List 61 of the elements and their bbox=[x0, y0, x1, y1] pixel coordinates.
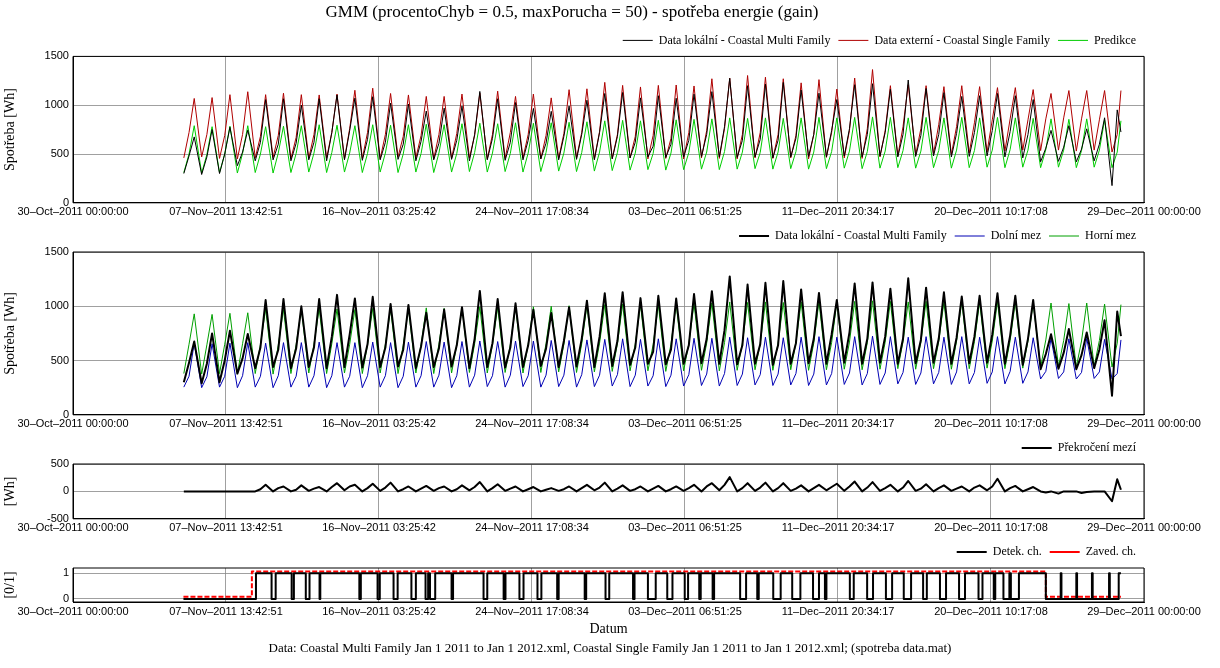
x-tick-label: 30–Oct–2011 00:00:00 bbox=[17, 604, 129, 617]
x-tick-label: 03–Dec–2011 06:51:25 bbox=[628, 521, 742, 534]
y-axis-title: Spotřeba [Wh] bbox=[2, 88, 18, 172]
y-axis-title: [0/1] bbox=[2, 571, 18, 599]
x-tick-label: 16–Nov–2011 03:25:42 bbox=[322, 205, 436, 218]
x-tick-label: 24–Nov–2011 17:08:34 bbox=[475, 205, 589, 218]
y-tick-label: 1500 bbox=[44, 49, 69, 62]
y-tick-label: 0 bbox=[62, 407, 69, 420]
y-tick-label: 500 bbox=[50, 457, 69, 470]
x-tick-label: 20–Dec–2011 10:17:08 bbox=[934, 521, 1048, 534]
x-tick-label: 03–Dec–2011 06:51:25 bbox=[628, 604, 742, 617]
y-tick-label: 500 bbox=[50, 147, 69, 160]
legend-label: Data lokální - Coastal Multi Family bbox=[775, 228, 947, 243]
x-tick-label: 30–Oct–2011 00:00:00 bbox=[17, 417, 129, 430]
x-tick-label: 29–Dec–2011 00:00:00 bbox=[1087, 205, 1201, 218]
x-tick-label: 30–Oct–2011 00:00:00 bbox=[17, 205, 129, 218]
y-tick-label: 0 bbox=[62, 591, 69, 604]
x-tick-label: 11–Dec–2011 20:34:17 bbox=[781, 521, 895, 534]
x-tick-label: 20–Dec–2011 10:17:08 bbox=[934, 205, 1048, 218]
x-tick-label: 24–Nov–2011 17:08:34 bbox=[475, 604, 589, 617]
x-tick-label: 24–Nov–2011 17:08:34 bbox=[475, 521, 589, 534]
x-tick-label: 03–Dec–2011 06:51:25 bbox=[628, 205, 742, 218]
x-axis-title: Datum bbox=[589, 621, 628, 637]
x-tick-label: 03–Dec–2011 06:51:25 bbox=[628, 417, 742, 430]
legend-label: Dolní mez bbox=[990, 228, 1042, 243]
legend-label: Překročení mezí bbox=[1057, 440, 1137, 455]
x-tick-label: 24–Nov–2011 17:08:34 bbox=[475, 417, 589, 430]
legend-label: Data lokální - Coastal Multi Family bbox=[658, 32, 831, 47]
x-tick-label: 29–Dec–2011 00:00:00 bbox=[1087, 604, 1201, 617]
x-tick-label: 11–Dec–2011 20:34:17 bbox=[781, 417, 895, 430]
y-tick-label: 500 bbox=[50, 353, 69, 366]
x-tick-label: 16–Nov–2011 03:25:42 bbox=[322, 604, 436, 617]
legend-label: Data externí - Coastal Single Family bbox=[874, 32, 1051, 47]
x-tick-label: 29–Dec–2011 00:00:00 bbox=[1087, 417, 1201, 430]
x-tick-label: 07–Nov–2011 13:42:51 bbox=[169, 604, 283, 617]
x-tick-label: 16–Nov–2011 03:25:42 bbox=[322, 521, 436, 534]
x-tick-label: 11–Dec–2011 20:34:17 bbox=[781, 205, 895, 218]
y-tick-label: 1500 bbox=[44, 245, 69, 258]
text: Data: Coastal Multi Family Jan 1 2011 to Jan 1 2012.xml, Coastal Single Family Jan 1 2011 to Jan 1 2012.xml; (spotreba data.mat) bbox=[267, 639, 953, 656]
x-tick-label: 11–Dec–2011 20:34:17 bbox=[781, 604, 895, 617]
y-tick-label: 1000 bbox=[44, 98, 69, 111]
x-tick-label: 20–Dec–2011 10:17:08 bbox=[934, 604, 1048, 617]
y-axis-title: Spotřeba [Wh] bbox=[2, 291, 18, 375]
legend-label: Zaved. ch. bbox=[1085, 544, 1136, 559]
legend-label: Detek. ch. bbox=[992, 544, 1042, 559]
x-tick-label: 16–Nov–2011 03:25:42 bbox=[322, 417, 436, 430]
x-tick-label: 07–Nov–2011 13:42:51 bbox=[169, 205, 283, 218]
y-tick-label: 1000 bbox=[44, 299, 69, 312]
x-tick-label: 07–Nov–2011 13:42:51 bbox=[169, 417, 283, 430]
x-tick-label: 29–Dec–2011 00:00:00 bbox=[1087, 521, 1201, 534]
x-tick-label: 20–Dec–2011 10:17:08 bbox=[934, 417, 1048, 430]
y-tick-label: 0 bbox=[62, 484, 69, 497]
legend-label: Predikce bbox=[1094, 32, 1136, 47]
y-tick-label: 0 bbox=[62, 195, 69, 208]
x-tick-label: 30–Oct–2011 00:00:00 bbox=[17, 521, 129, 534]
y-tick-label: 1 bbox=[62, 566, 69, 579]
x-tick-label: 07–Nov–2011 13:42:51 bbox=[169, 521, 283, 534]
y-tick-label: -500 bbox=[46, 511, 69, 524]
y-axis-title: [Wh] bbox=[2, 476, 18, 507]
chart-title: GMM (procentoChyb = 0.5, maxPorucha = 50) - spotřeba energie (gain) bbox=[325, 1, 819, 21]
legend-label: Horní mez bbox=[1085, 228, 1136, 243]
